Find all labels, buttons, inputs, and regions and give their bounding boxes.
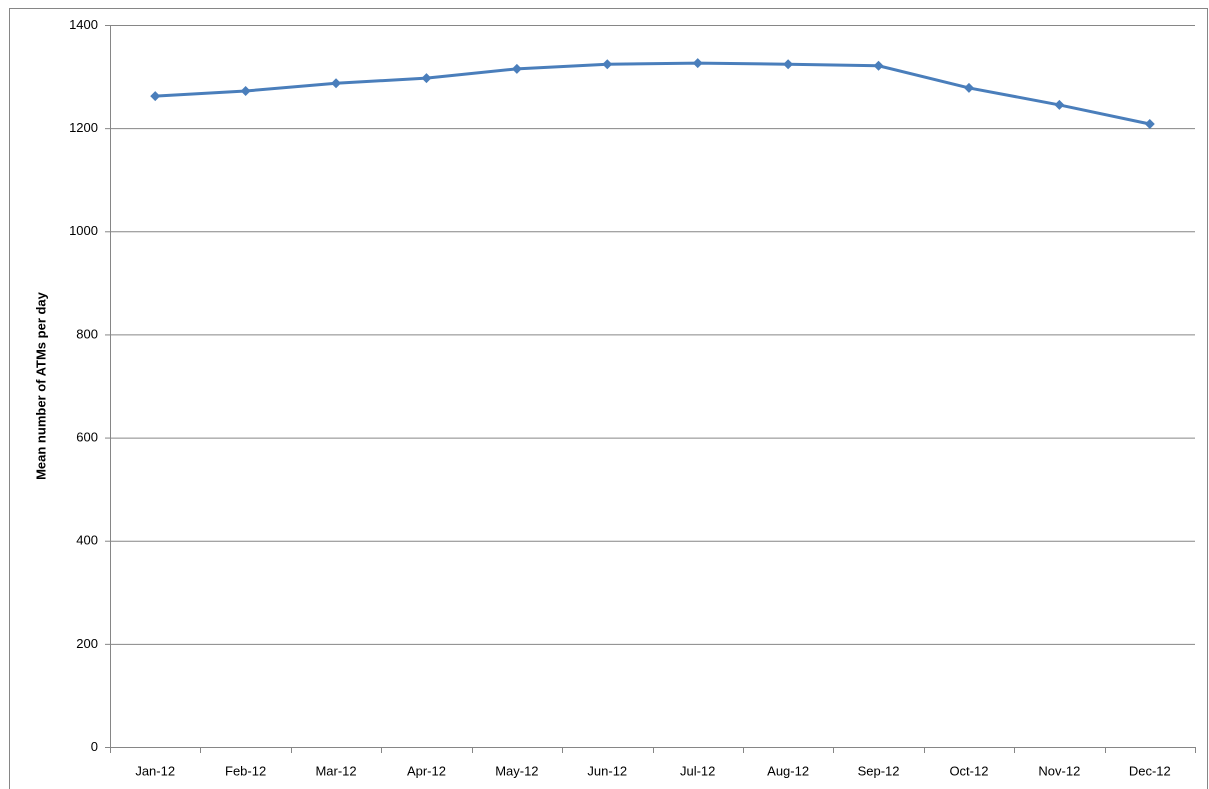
x-tick-label: Jul-12	[680, 763, 715, 778]
x-tick-label: May-12	[495, 763, 538, 778]
marker	[331, 78, 342, 89]
marker	[421, 73, 432, 84]
y-tick-label: 600	[76, 430, 98, 445]
y-tick-label: 200	[76, 636, 98, 651]
y-tick-label: 0	[91, 739, 98, 754]
y-axis-label: Mean number of ATMs per day	[33, 291, 48, 480]
x-tick-label: Jan-12	[135, 763, 175, 778]
y-tick-label: 1400	[69, 17, 98, 32]
x-tick-label: Nov-12	[1038, 763, 1080, 778]
x-tick-label: Mar-12	[315, 763, 356, 778]
x-tick-label: Aug-12	[767, 763, 809, 778]
marker	[1054, 99, 1065, 110]
x-tick-label: Dec-12	[1129, 763, 1171, 778]
y-tick-label: 1200	[69, 120, 98, 135]
marker	[150, 91, 161, 102]
y-tick-label: 400	[76, 533, 98, 548]
marker	[692, 58, 703, 69]
marker	[1144, 119, 1155, 130]
marker	[511, 63, 522, 74]
x-tick-label: Jun-12	[587, 763, 627, 778]
marker	[873, 60, 884, 71]
x-tick-label: Apr-12	[407, 763, 446, 778]
x-tick-label: Oct-12	[949, 763, 988, 778]
marker	[783, 59, 794, 70]
chart-frame	[9, 8, 1208, 789]
line	[155, 61, 1151, 126]
marker	[240, 86, 251, 97]
marker	[602, 59, 613, 70]
x-tick-label: Feb-12	[225, 763, 266, 778]
x-tick-label: Sep-12	[858, 763, 900, 778]
y-tick-label: 1000	[69, 223, 98, 238]
marker	[963, 82, 974, 93]
y-tick-label: 800	[76, 326, 98, 341]
